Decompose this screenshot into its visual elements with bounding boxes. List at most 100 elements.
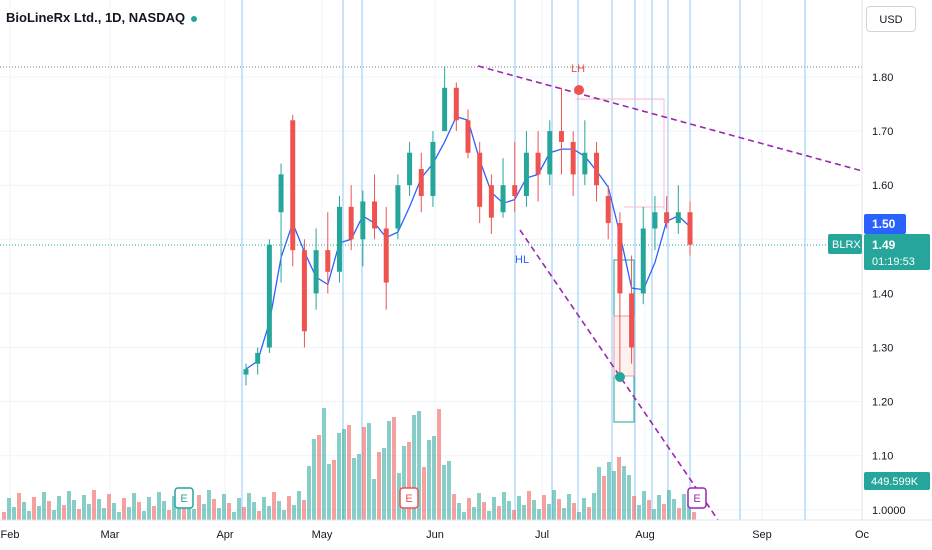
volume-bar [532,500,536,520]
price-tick: 1.0000 [872,505,906,517]
candle-body [243,369,249,375]
volume-bar [52,510,56,520]
candle-body [512,185,518,197]
volume-bar [432,436,436,520]
volume-bar [627,475,631,520]
volume-bar [217,508,221,520]
volume-bar [267,506,271,520]
candle-body [453,87,459,121]
volume-bar [537,509,541,520]
volume-bars [2,408,696,520]
volume-bar [597,467,601,520]
earnings-letter: E [180,493,187,505]
volume-bar [652,509,656,520]
volume-bar [307,466,311,520]
volume-bar [257,511,261,520]
volume-bar [12,507,16,520]
time-tick: Sep [752,529,772,541]
volume-bar [77,509,81,520]
candle-body [640,228,646,294]
volume-bar [647,500,651,520]
volume-bar [392,417,396,520]
volume-text: 449.599K [871,476,919,488]
price-tick: 1.10 [872,451,893,463]
time-tick: Feb [1,529,20,541]
candle-body [360,201,366,240]
candle-body [547,131,553,175]
volume-bar [492,497,496,520]
volume-bar [262,497,266,520]
volume-bar [122,498,126,520]
volume-bar [157,492,161,520]
price-tick: 1.40 [872,288,893,300]
volume-bar [282,510,286,520]
volume-bar [327,464,331,520]
volume-bar [412,415,416,520]
volume-bar [347,425,351,520]
candle-body [442,87,448,132]
volume-bar [252,502,256,520]
volume-bar [162,501,166,520]
volume-bar [642,491,646,520]
candle-body [348,206,354,240]
candle-body [629,293,635,348]
volume-bar [672,499,676,520]
upper-trendline [477,65,932,191]
volume-bar [342,429,346,520]
volume-bar [127,507,131,520]
candle-body [255,352,261,364]
countdown-text: 01:19:53 [872,256,915,268]
candle-body [523,152,529,197]
volume-bar [117,512,121,520]
volume-bar [417,411,421,520]
volume-bar [462,512,466,520]
volume-bar [82,495,86,520]
price-tick: 1.20 [872,397,893,409]
lh-marker [574,85,584,95]
candle-body [477,152,483,207]
candle-body [430,141,436,197]
volume-bar [402,446,406,520]
candle-body [290,120,296,251]
volume-bar [502,492,506,520]
volume-bar [367,423,371,520]
time-axis-bg [0,520,932,550]
symbol-title: BioLineRx Ltd., 1D, NASDAQ [6,10,186,25]
volume-bar [507,501,511,520]
volume-bar [2,512,6,520]
volume-bar [442,465,446,520]
volume-bar [622,466,626,520]
price-tick: 1.60 [872,180,893,192]
time-tick: Apr [216,529,233,541]
candle-body [664,212,670,224]
earnings-badge [174,487,194,509]
candle-body [278,174,284,213]
vertical-markers [241,0,806,520]
earnings-badge [687,487,707,509]
volume-bar [297,491,301,520]
earnings-badge [399,487,419,509]
market-status-dot [191,15,198,22]
volume-bar [397,473,401,520]
volume-bar [332,460,336,520]
volume-bar [377,452,381,520]
volume-bar [7,498,11,520]
volume-bar [542,495,546,520]
symbol-badge [828,234,862,254]
candle-body [372,201,378,229]
candle-body [407,152,413,186]
volume-bar [357,454,361,520]
volume-bar [582,498,586,520]
chart-title: BioLineRx Ltd., 1D, NASDAQ [6,10,198,25]
volume-bar [147,497,151,520]
candle-body [325,250,331,272]
volume-bar [277,501,281,520]
volume-bar [237,498,241,520]
volume-bar [222,494,226,520]
currency-button[interactable]: USD [866,6,916,32]
volume-bar [47,501,51,520]
price-tick: 1.70 [872,126,893,138]
volume-bar [287,496,291,520]
volume-bar [557,499,561,520]
